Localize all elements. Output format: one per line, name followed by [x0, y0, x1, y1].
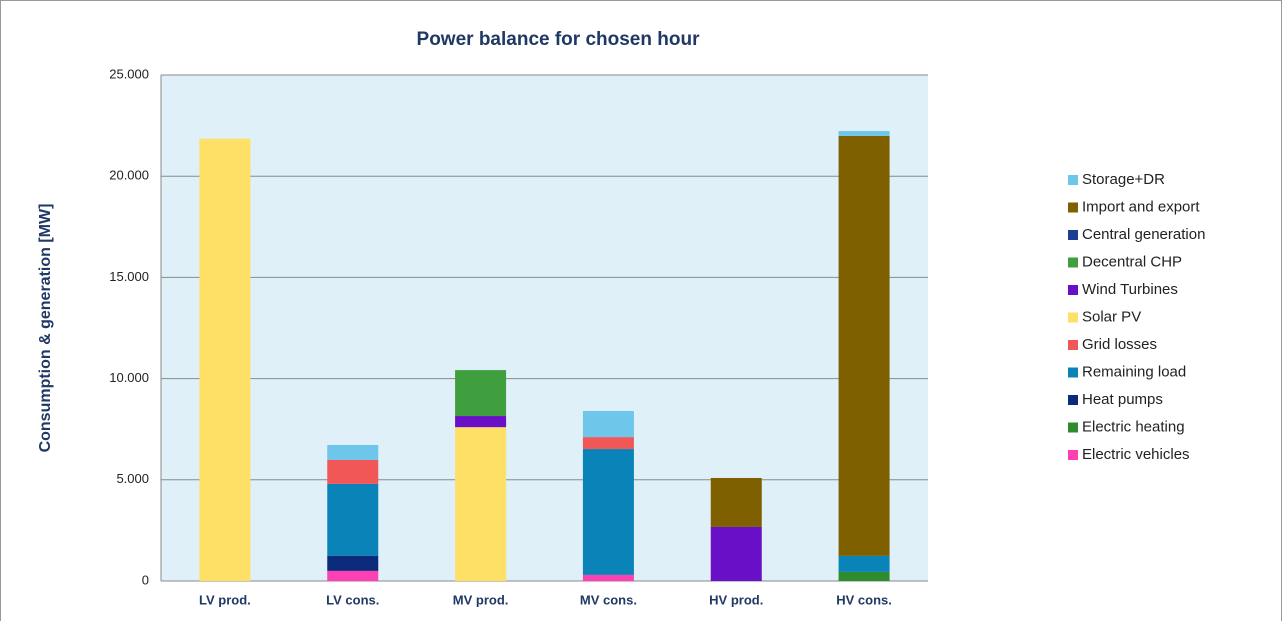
- legend-label: Heat pumps: [1082, 391, 1163, 408]
- bar-segment: [327, 555, 379, 571]
- bar-segment: [455, 370, 507, 417]
- legend-swatch: [1068, 367, 1078, 378]
- legend-swatch: [1068, 312, 1078, 323]
- x-tick-label: HV prod.: [709, 592, 763, 607]
- legend-label: Wind Turbines: [1082, 281, 1178, 298]
- x-tick-label: HV cons.: [836, 592, 892, 607]
- legend-label: Import and export: [1082, 198, 1200, 215]
- legend-swatch: [1068, 175, 1078, 185]
- bar-segment: [327, 444, 379, 460]
- legend-label: Storage+DR: [1082, 171, 1165, 188]
- bar-segment: [327, 483, 379, 556]
- bar-segment: [199, 138, 251, 582]
- y-tick-label: 25.000: [109, 66, 149, 81]
- bar-segment: [582, 437, 634, 450]
- y-tick-label: 10.000: [109, 370, 149, 385]
- legend-label: Electric heating: [1082, 418, 1185, 435]
- legend-label: Decentral CHP: [1082, 253, 1182, 270]
- x-tick-label: LV prod.: [199, 592, 251, 607]
- legend-swatch: [1068, 340, 1078, 350]
- legend-swatch: [1068, 422, 1078, 433]
- bar-segment: [838, 131, 890, 136]
- bar-segment: [582, 449, 634, 575]
- plot-area: [161, 75, 928, 581]
- y-tick-label: 5.000: [116, 471, 149, 486]
- bar-segment: [838, 555, 890, 572]
- bar-segment: [582, 574, 634, 581]
- x-tick-label: MV cons.: [580, 592, 637, 607]
- legend-swatch: [1068, 450, 1078, 460]
- legend-swatch: [1068, 202, 1078, 213]
- legend-label: Solar PV: [1082, 308, 1141, 325]
- chart-title: Power balance for chosen hour: [417, 29, 701, 50]
- legend-label: Remaining load: [1082, 363, 1186, 380]
- bar-segment: [582, 410, 634, 438]
- bar-segment: [710, 526, 762, 581]
- y-tick-label: 15.000: [109, 269, 149, 284]
- legend-swatch: [1068, 285, 1078, 295]
- x-tick-label: LV cons.: [326, 592, 379, 607]
- legend-swatch: [1068, 395, 1078, 405]
- legend-swatch: [1068, 230, 1078, 240]
- bar-segment: [327, 570, 379, 581]
- y-axis-label: Consumption & generation [MW]: [37, 204, 54, 453]
- bar-segment: [838, 571, 890, 581]
- y-tick-label: 20.000: [109, 168, 149, 183]
- legend-label: Electric vehicles: [1082, 446, 1190, 463]
- bar-segment: [710, 477, 762, 527]
- bar-segment: [455, 427, 507, 581]
- bar-segment: [838, 135, 890, 556]
- bar-segment: [327, 459, 379, 484]
- x-tick-label: MV prod.: [453, 592, 509, 607]
- y-tick-label: 0: [142, 572, 149, 587]
- legend-label: Central generation: [1082, 226, 1205, 243]
- bar-segment: [455, 416, 507, 428]
- legend-swatch: [1068, 257, 1078, 268]
- legend-label: Grid losses: [1082, 336, 1157, 353]
